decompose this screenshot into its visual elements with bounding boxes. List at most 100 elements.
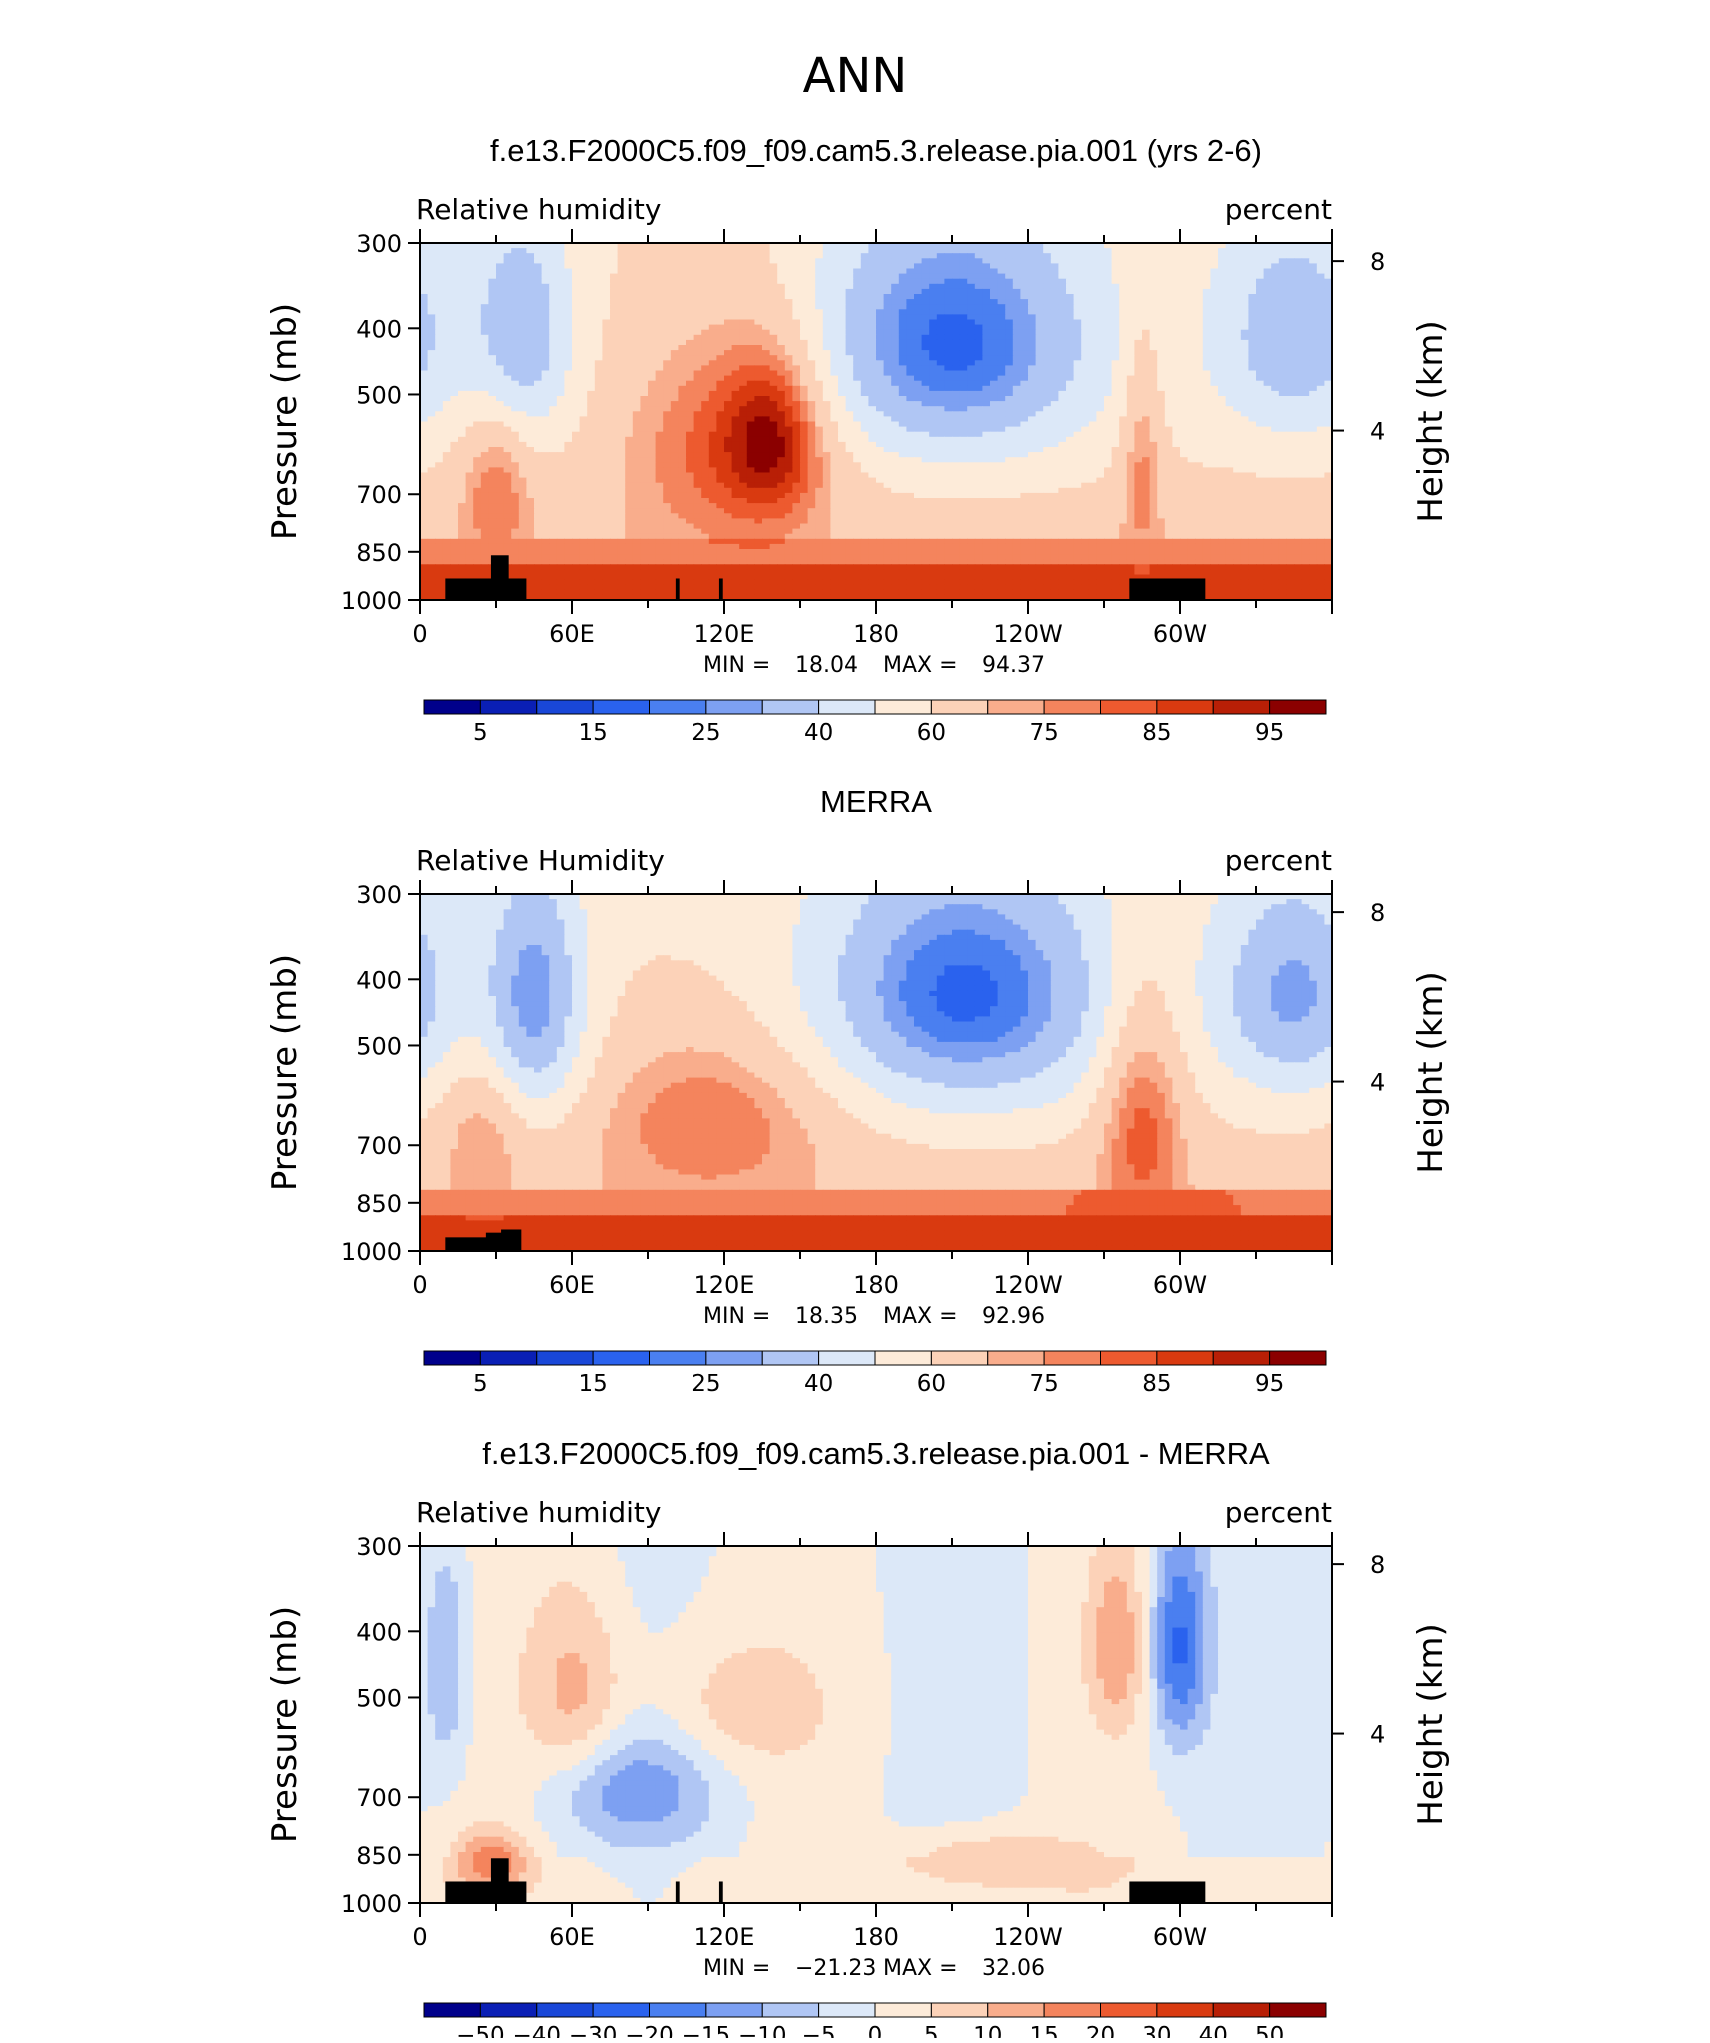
contour-cell: [1150, 355, 1158, 361]
contour-cell: [1210, 447, 1218, 453]
contour-cell: [990, 360, 998, 366]
contour-cell: [694, 432, 702, 438]
contour-cell: [944, 304, 952, 310]
contour-cell: [929, 284, 937, 290]
contour-cell: [481, 350, 489, 356]
contour-cell: [1317, 330, 1325, 336]
contour-cell: [1226, 437, 1234, 443]
contour-cell: [488, 294, 496, 300]
contour-cell: [1233, 365, 1241, 371]
contour-cell: [542, 314, 550, 320]
contour-cell: [1043, 289, 1051, 295]
contour-cell: [534, 340, 542, 346]
contour-cell: [785, 253, 793, 259]
contour-cell: [982, 411, 990, 417]
contour-cell: [1028, 340, 1036, 346]
contour-cell: [732, 422, 740, 428]
contour-cell: [428, 406, 436, 412]
contour-cell: [1172, 447, 1180, 453]
contour-cell: [1195, 360, 1203, 366]
contour-cell: [1051, 391, 1059, 397]
contour-cell: [1180, 371, 1188, 377]
contour-cell: [1142, 335, 1150, 341]
contour-cell: [952, 345, 960, 351]
contour-cell: [1264, 340, 1272, 346]
contour-cell: [526, 376, 534, 382]
contour-cell: [1309, 340, 1317, 346]
contour-cell: [1119, 376, 1127, 382]
contour-cell: [519, 320, 527, 326]
contour-cell: [967, 274, 975, 280]
contour-cell: [922, 391, 930, 397]
contour-cell: [891, 253, 899, 259]
contour-cell: [1028, 406, 1036, 412]
contour-cell: [800, 386, 808, 392]
contour-cell: [1005, 437, 1013, 443]
contour-cell: [906, 406, 914, 412]
contour-cell: [1134, 406, 1142, 412]
contour-cell: [990, 289, 998, 295]
contour-cell: [1195, 391, 1203, 397]
contour-cell: [1302, 309, 1310, 315]
contour-cell: [1203, 422, 1211, 428]
contour-cell: [906, 248, 914, 254]
contour-cell: [466, 427, 474, 433]
contour-cell: [435, 263, 443, 269]
contour-cell: [853, 427, 861, 433]
contour-cell: [1127, 314, 1135, 320]
contour-cell: [808, 309, 816, 315]
contour-cell: [1081, 422, 1089, 428]
contour-cell: [1043, 294, 1051, 300]
contour-cell: [792, 350, 800, 356]
contour-cell: [884, 371, 892, 377]
contour-cell: [1226, 248, 1234, 254]
contour-cell: [1271, 427, 1279, 433]
contour-cell: [823, 442, 831, 448]
contour-cell: [777, 248, 785, 254]
contour-cell: [876, 258, 884, 264]
contour-cell: [739, 411, 747, 417]
contour-cell: [922, 263, 930, 269]
contour-cell: [1233, 422, 1241, 428]
contour-cell: [732, 253, 740, 259]
contour-cell: [1256, 416, 1264, 422]
contour-cell: [663, 406, 671, 412]
contour-cell: [1264, 289, 1272, 295]
contour-cell: [1051, 330, 1059, 336]
contour-cell: [1051, 299, 1059, 305]
contour-cell: [861, 401, 869, 407]
contour-cell: [1134, 371, 1142, 377]
contour-cell: [1058, 304, 1066, 310]
contour-cell: [1051, 381, 1059, 387]
contour-cell: [808, 447, 816, 453]
contour-cell: [618, 289, 626, 295]
contour-cell: [815, 427, 823, 433]
contour-cell: [1150, 248, 1158, 254]
contour-cell: [876, 253, 884, 259]
contour-cell: [792, 411, 800, 417]
contour-cell: [1218, 371, 1226, 377]
contour-cell: [724, 391, 732, 397]
contour-cell: [549, 345, 557, 351]
contour-cell: [846, 294, 854, 300]
contour-cell: [1233, 406, 1241, 412]
contour-cell: [1058, 274, 1066, 280]
contour-cell: [838, 320, 846, 326]
contour-cell: [519, 452, 527, 458]
contour-cell: [595, 304, 603, 310]
contour-cell: [1233, 274, 1241, 280]
contour-cell: [1020, 274, 1028, 280]
contour-cell: [1180, 258, 1188, 264]
contour-cell: [1172, 330, 1180, 336]
contour-cell: [1271, 422, 1279, 428]
contour-cell: [1134, 416, 1142, 422]
contour-cell: [724, 371, 732, 377]
contour-cell: [450, 427, 458, 433]
contour-cell: [739, 432, 747, 438]
contour-cell: [1157, 447, 1165, 453]
contour-cell: [466, 299, 474, 305]
contour-cell: [610, 391, 618, 397]
contour-cell: [868, 437, 876, 443]
contour-cell: [952, 411, 960, 417]
contour-cell: [1165, 391, 1173, 397]
